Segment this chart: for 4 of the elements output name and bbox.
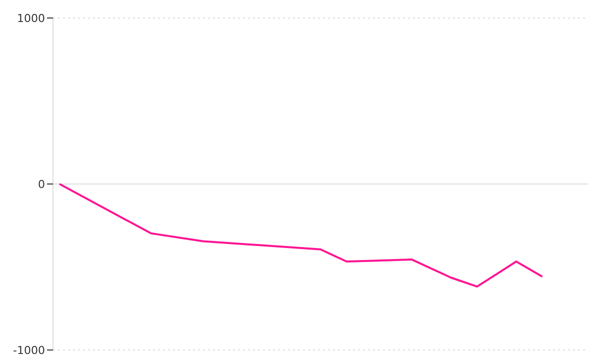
line-series [58, 183, 544, 288]
y-tick-label: -1000 [13, 344, 45, 357]
y-tick-label: 0 [38, 178, 45, 191]
y-tick-label: 1000 [17, 12, 45, 25]
